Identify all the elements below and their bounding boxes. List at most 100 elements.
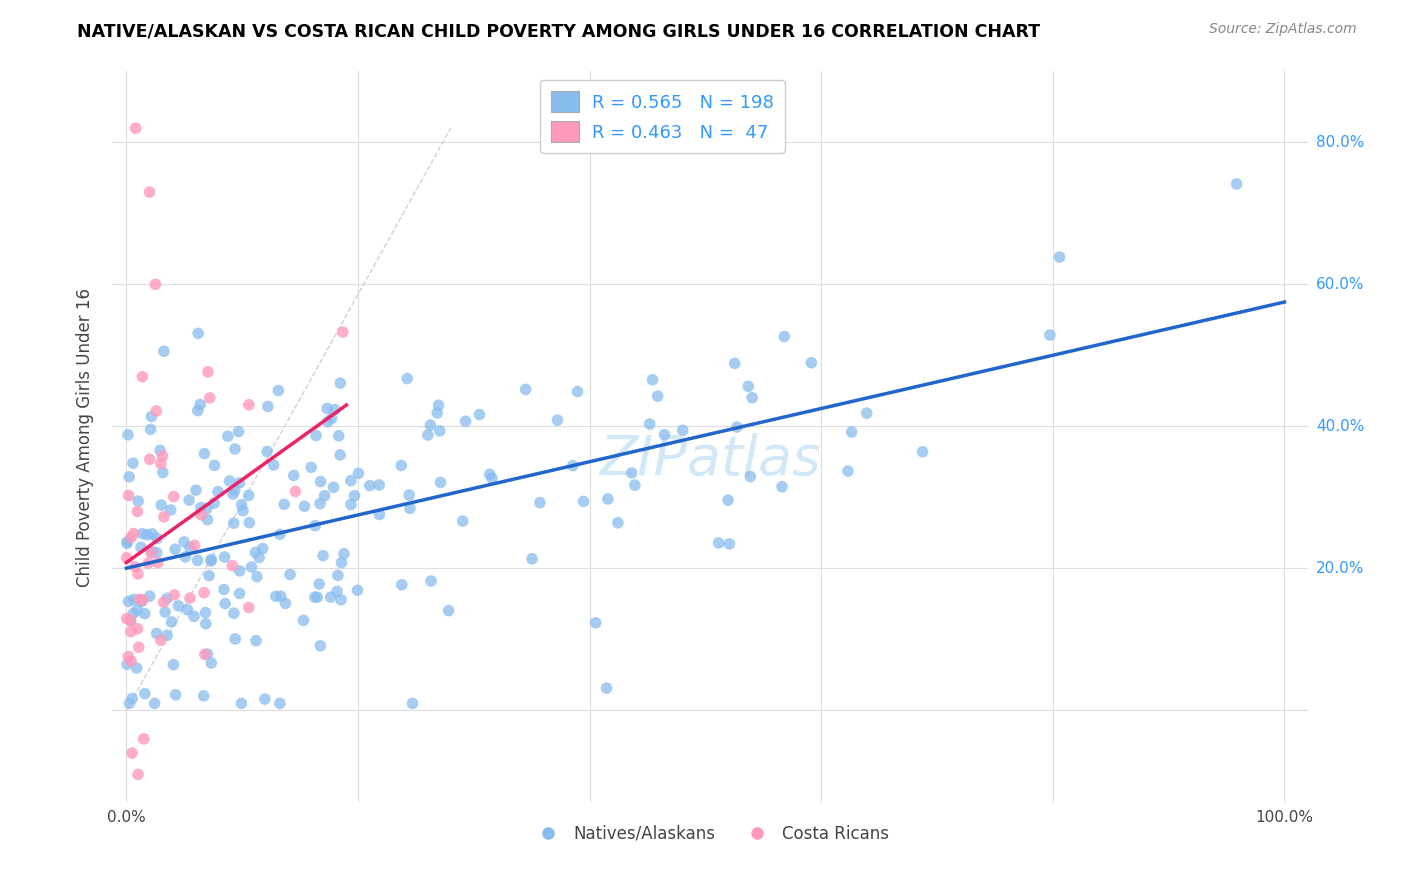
Point xyxy=(146,532,169,546)
Point xyxy=(190,500,212,515)
Point xyxy=(187,326,209,341)
Point xyxy=(641,373,664,387)
Point xyxy=(263,458,285,472)
Point xyxy=(228,475,250,490)
Point xyxy=(183,538,205,552)
Point xyxy=(329,448,352,462)
Point xyxy=(307,590,329,604)
Point xyxy=(231,498,253,512)
Point xyxy=(278,567,301,582)
Point xyxy=(606,516,628,530)
Point xyxy=(125,661,148,675)
Point xyxy=(197,365,219,379)
Point xyxy=(240,560,263,574)
Point xyxy=(238,398,260,412)
Point xyxy=(139,545,162,559)
Point xyxy=(515,383,537,397)
Point xyxy=(399,501,422,516)
Point xyxy=(520,551,543,566)
Point xyxy=(309,639,332,653)
Point xyxy=(141,544,163,558)
Point xyxy=(596,491,619,506)
Point xyxy=(159,503,181,517)
Point xyxy=(273,497,295,511)
Text: 40.0%: 40.0% xyxy=(1316,419,1364,434)
Point xyxy=(398,488,420,502)
Point xyxy=(127,566,149,581)
Point xyxy=(120,614,142,628)
Point xyxy=(139,422,162,436)
Point xyxy=(128,640,150,655)
Point xyxy=(340,474,363,488)
Point xyxy=(118,697,141,711)
Point xyxy=(329,376,352,391)
Point xyxy=(152,466,174,480)
Point xyxy=(145,626,167,640)
Point xyxy=(323,402,346,417)
Point xyxy=(156,628,179,642)
Point xyxy=(224,442,246,456)
Point xyxy=(330,556,353,570)
Point xyxy=(193,447,215,461)
Point xyxy=(654,427,676,442)
Point xyxy=(214,550,236,565)
Point xyxy=(121,746,143,760)
Point xyxy=(672,423,695,437)
Point xyxy=(309,497,332,511)
Point xyxy=(143,697,166,711)
Point xyxy=(131,369,153,384)
Point xyxy=(228,586,250,600)
Point xyxy=(245,633,267,648)
Point xyxy=(198,568,221,582)
Point xyxy=(1226,177,1249,191)
Point xyxy=(911,444,934,458)
Point xyxy=(122,456,145,470)
Point xyxy=(419,417,441,432)
Point xyxy=(153,509,176,524)
Point xyxy=(316,401,339,416)
Point xyxy=(117,488,139,502)
Point xyxy=(252,541,274,556)
Point xyxy=(238,488,260,502)
Point xyxy=(529,495,551,509)
Point xyxy=(134,687,156,701)
Point xyxy=(120,624,142,639)
Point xyxy=(117,534,139,549)
Point xyxy=(127,622,149,636)
Point xyxy=(481,471,503,485)
Point xyxy=(194,616,217,631)
Point xyxy=(212,582,235,597)
Point xyxy=(183,609,205,624)
Point xyxy=(163,490,186,504)
Point xyxy=(129,541,152,555)
Point xyxy=(153,605,176,619)
Point xyxy=(179,591,201,605)
Point xyxy=(333,547,356,561)
Point xyxy=(228,564,250,578)
Point xyxy=(624,478,647,492)
Point xyxy=(198,391,221,405)
Point xyxy=(245,545,267,559)
Point xyxy=(120,654,142,668)
Point xyxy=(115,657,138,672)
Point xyxy=(595,681,617,695)
Text: Source: ZipAtlas.com: Source: ZipAtlas.com xyxy=(1209,22,1357,37)
Point xyxy=(200,656,222,670)
Point xyxy=(117,427,139,442)
Point xyxy=(451,514,474,528)
Point xyxy=(138,452,160,467)
Point xyxy=(162,657,184,672)
Point xyxy=(127,504,149,518)
Point xyxy=(724,356,747,370)
Point xyxy=(561,458,583,473)
Point xyxy=(416,428,439,442)
Text: NATIVE/ALASKAN VS COSTA RICAN CHILD POVERTY AMONG GIRLS UNDER 16 CORRELATION CHA: NATIVE/ALASKAN VS COSTA RICAN CHILD POVE… xyxy=(77,22,1040,40)
Point xyxy=(187,403,209,417)
Point xyxy=(115,536,138,550)
Point xyxy=(717,493,740,508)
Text: 60.0%: 60.0% xyxy=(1316,277,1364,292)
Point xyxy=(401,697,423,711)
Point xyxy=(841,425,863,439)
Point xyxy=(217,429,239,443)
Point xyxy=(153,344,176,359)
